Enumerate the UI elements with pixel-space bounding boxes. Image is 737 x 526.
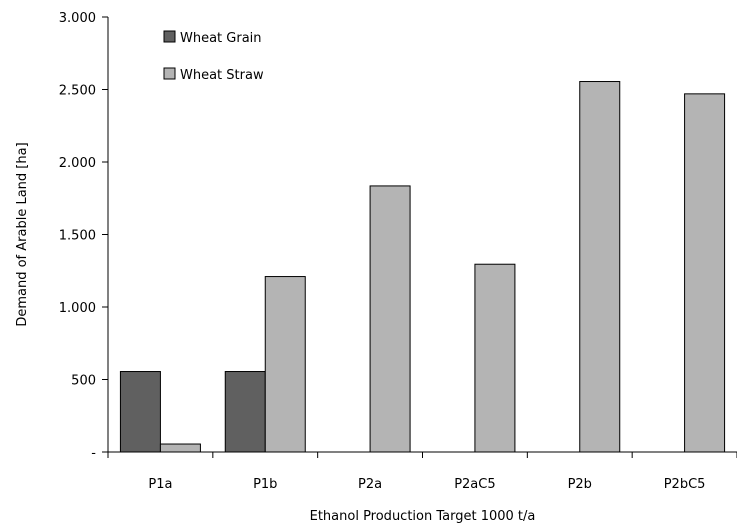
x-axis-ticks: P1a P1b P2a P2aC5 P2b P2bC5 [107,452,737,492]
legend-label: Wheat Grain [180,31,262,46]
y-axis-title: Demand of Arable Land [ha] [15,142,30,326]
x-tick-label: P2aC5 [454,477,495,492]
y-tick-label: 2.500 [59,84,96,99]
bar-wheat-straw [579,81,621,453]
y-tick-label: 3.000 [59,11,96,26]
y-tick-label: 500 [71,374,96,389]
bar-wheat-grain [119,371,161,453]
x-tick-label: P2bC5 [664,477,706,492]
x-tick-label: P1b [253,477,277,492]
bar-wheat-straw [264,276,306,453]
bar-wheat-straw [474,263,516,453]
bar-wheat-straw [684,93,726,453]
x-axis-title: Ethanol Production Target 1000 t/a [310,509,536,524]
x-tick-label: P1a [148,477,172,492]
y-tick-label: - [91,446,96,461]
bar-wheat-grain [224,371,266,453]
legend: Wheat Grain Wheat Straw [163,30,264,83]
y-tick-label: 2.000 [59,156,96,171]
y-tick-label: 1.000 [59,301,96,316]
x-tick-label: P2a [358,477,382,492]
legend-swatch [163,30,176,43]
bar-wheat-straw [369,185,411,453]
bar-wheat-straw [159,443,201,453]
y-axis-ticks: - 500 1.000 1.500 2.000 2.500 3.000 [59,11,108,461]
legend-label: Wheat Straw [180,68,264,83]
x-tick-label: P2b [568,477,592,492]
y-tick-label: 1.500 [59,229,96,244]
bar-series [119,81,726,453]
legend-swatch [163,67,176,80]
